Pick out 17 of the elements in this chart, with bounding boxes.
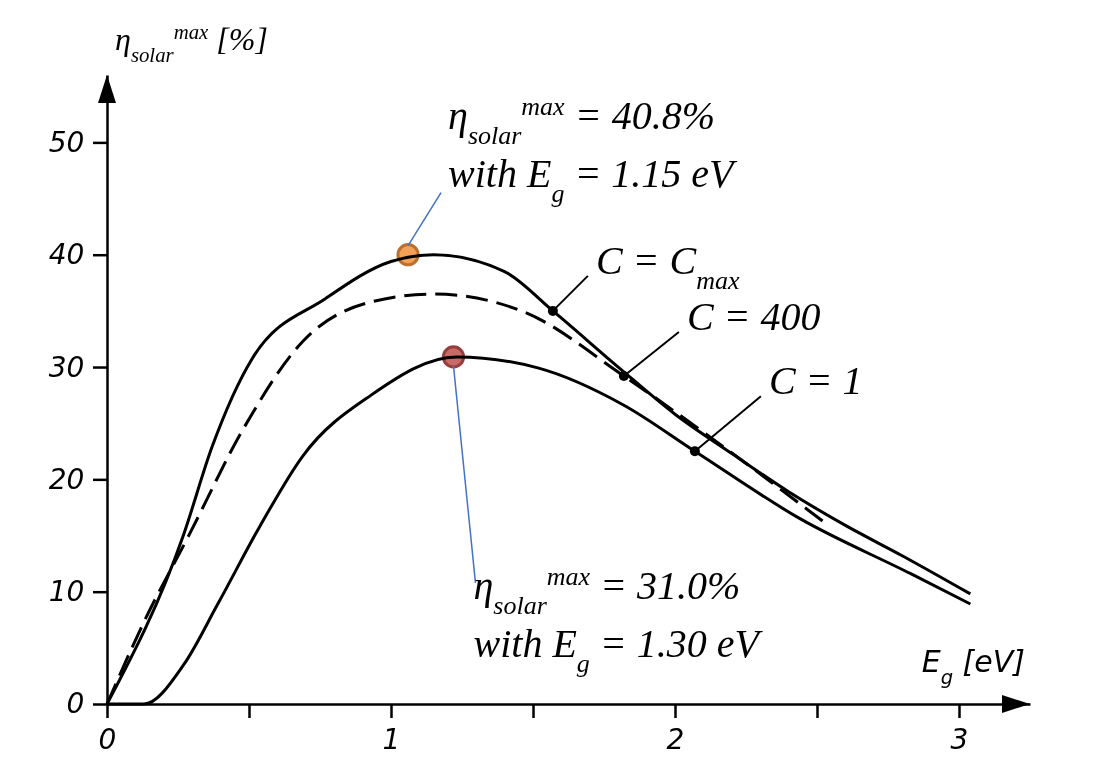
x-tick-label: 3 (950, 723, 969, 756)
text: C = 1 (768, 358, 863, 404)
y-tick-label: 10 (48, 575, 85, 609)
y-tick-label: 30 (48, 350, 85, 384)
y-tick-label: 40 (48, 238, 85, 272)
y-tick-label: 20 (48, 462, 85, 496)
x-tick-label: 2 (666, 723, 685, 756)
x-tick-label: 0 (98, 723, 117, 756)
annotation: η$_{solar}$$^{max}$ = 40.8% with E$_{g}$ = 1.15 eV (448, 91, 739, 208)
x-axis-title: E$_{g}$ [eV] (921, 644, 1025, 689)
y-axis-title: η$_{solar}$$^{max}$ [%] (115, 19, 268, 66)
legend-label: C = C$_{max}$ (595, 237, 741, 295)
y-tick-label: 0 (66, 687, 85, 721)
y-tick-label: 50 (48, 125, 85, 159)
x-tick-label: 1 (382, 723, 401, 756)
series-label: C = 400 (686, 294, 821, 340)
annotation: η$_{solar}$$^{max}$ = 31.0% with E$_{g}$ = 1.30 eV (473, 561, 764, 678)
